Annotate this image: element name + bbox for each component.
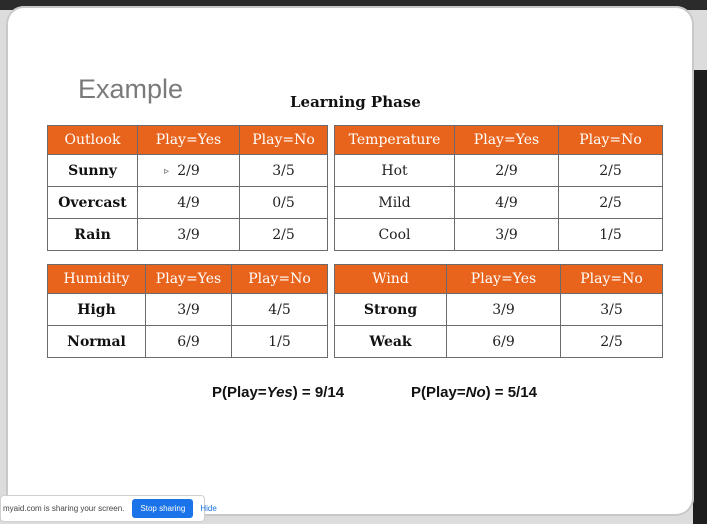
row-label: Mild — [334, 186, 455, 219]
table-cell: 2/9 — [137, 154, 240, 187]
table-cell: 0/5 — [239, 186, 328, 219]
header-cell: Play=Yes — [454, 125, 559, 155]
probability-yes: P(Play=Yes) = 9/14 — [212, 384, 344, 401]
header-cell: Play=Yes — [137, 125, 240, 155]
stop-sharing-button[interactable]: Stop sharing — [132, 499, 194, 518]
row-label: Cool — [334, 218, 455, 251]
table-cell: 4/9 — [454, 186, 559, 219]
table-cell: 3/9 — [137, 218, 240, 251]
header-cell: Play=No — [239, 125, 328, 155]
screen-right-strip — [693, 70, 707, 524]
formula-value: No — [465, 384, 486, 401]
table-header-row: Temperature Play=Yes Play=No — [334, 125, 663, 155]
header-cell: Wind — [334, 264, 447, 294]
screen-top-strip — [0, 0, 707, 10]
table-row: Mild 4/9 2/5 — [334, 186, 663, 219]
table-cell: 2/5 — [558, 186, 663, 219]
row-label: Overcast — [47, 186, 138, 219]
formula-prefix: P(Play= — [212, 384, 267, 401]
table-cell: 1/5 — [231, 325, 328, 358]
formula-prefix: P(Play= — [411, 384, 466, 401]
table-header-row: Humidity Play=Yes Play=No — [47, 264, 328, 294]
table-cell: 6/9 — [446, 325, 561, 358]
wind-table: Wind Play=Yes Play=No Strong 3/9 3/5 Wea… — [334, 264, 663, 358]
header-cell: Play=Yes — [145, 264, 232, 294]
table-cell: 3/5 — [560, 293, 663, 326]
table-header-row: Wind Play=Yes Play=No — [334, 264, 663, 294]
header-cell: Play=No — [558, 125, 663, 155]
table-cell: 4/9 — [137, 186, 240, 219]
row-label: Hot — [334, 154, 455, 187]
table-cell: 3/9 — [454, 218, 559, 251]
table-cell: 1/5 — [558, 218, 663, 251]
row-label: Weak — [334, 325, 447, 358]
row-label: High — [47, 293, 146, 326]
formula-suffix: ) = 9/14 — [292, 384, 345, 401]
slide-title: Example — [78, 74, 184, 104]
mouse-pointer-icon: ▹ — [164, 166, 170, 177]
row-label: Strong — [334, 293, 447, 326]
temperature-table: Temperature Play=Yes Play=No Hot 2/9 2/5… — [334, 125, 663, 251]
table-cell: 3/9 — [145, 293, 232, 326]
header-cell: Outlook — [47, 125, 138, 155]
table-cell: 4/5 — [231, 293, 328, 326]
table-row: Overcast 4/9 0/5 — [47, 186, 328, 219]
share-message: myaid.com is sharing your screen. — [3, 504, 125, 513]
header-cell: Play=No — [560, 264, 663, 294]
table-row: Hot 2/9 2/5 — [334, 154, 663, 187]
table-row: Rain 3/9 2/5 — [47, 218, 328, 251]
table-cell: 3/5 — [239, 154, 328, 187]
table-row: Weak 6/9 2/5 — [334, 325, 663, 358]
table-row: Strong 3/9 3/5 — [334, 293, 663, 326]
table-row: Normal 6/9 1/5 — [47, 325, 328, 358]
header-cell: Humidity — [47, 264, 146, 294]
screen-share-bar: myaid.com is sharing your screen. Stop s… — [0, 495, 217, 522]
table-cell: 2/5 — [558, 154, 663, 187]
table-row: High 3/9 4/5 — [47, 293, 328, 326]
header-cell: Temperature — [334, 125, 455, 155]
table-header-row: Outlook Play=Yes Play=No — [47, 125, 328, 155]
hide-button[interactable]: Hide — [200, 504, 217, 513]
outlook-table: Outlook Play=Yes Play=No Sunny 2/9 3/5 O… — [47, 125, 328, 251]
row-label: Sunny — [47, 154, 138, 187]
table-cell: 2/5 — [560, 325, 663, 358]
presentation-slide — [6, 6, 694, 516]
header-cell: Play=Yes — [446, 264, 561, 294]
header-cell: Play=No — [231, 264, 328, 294]
table-row: Sunny 2/9 3/5 — [47, 154, 328, 187]
formula-suffix: ) = 5/14 — [485, 384, 537, 401]
table-row: Cool 3/9 1/5 — [334, 218, 663, 251]
table-cell: 3/9 — [446, 293, 561, 326]
humidity-table: Humidity Play=Yes Play=No High 3/9 4/5 N… — [47, 264, 328, 358]
row-label: Normal — [47, 325, 146, 358]
table-cell: 2/9 — [454, 154, 559, 187]
table-cell: 6/9 — [145, 325, 232, 358]
slide-subtitle: Learning Phase — [290, 93, 421, 111]
row-label: Rain — [47, 218, 138, 251]
table-cell: 2/5 — [239, 218, 328, 251]
formula-value: Yes — [266, 384, 293, 401]
probability-no: P(Play=No) = 5/14 — [411, 384, 537, 401]
